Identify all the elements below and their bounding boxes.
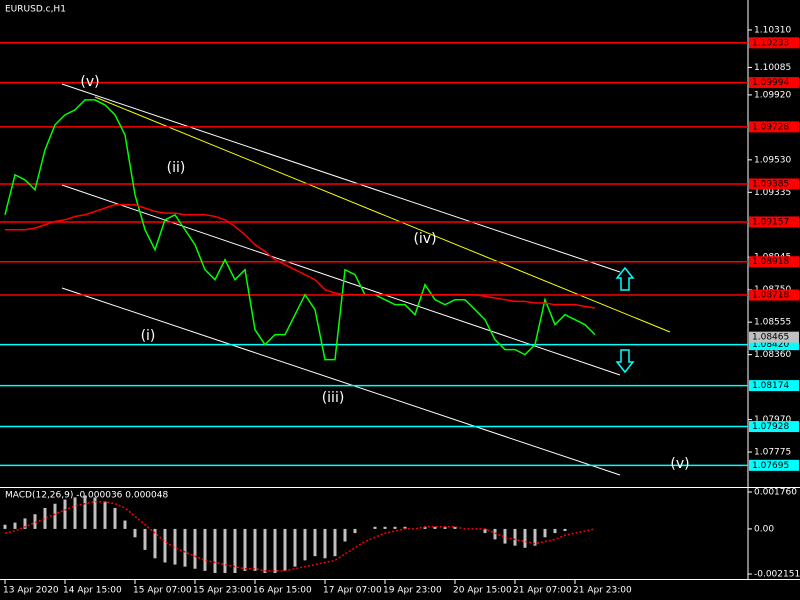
level-label: 1.08918	[752, 257, 789, 267]
macd-title: MACD(12,26,9) -0.000036 0.000048	[5, 491, 168, 501]
level-label: 1.07695	[752, 461, 789, 471]
level-label-box	[749, 339, 799, 351]
down-arrow	[615, 349, 635, 374]
price-line	[4, 99, 596, 361]
level-label-box	[749, 421, 799, 433]
level-label-box	[749, 216, 799, 228]
y-tick-label: 1.09530	[754, 155, 791, 165]
chart-title: EURUSD.c,H1	[5, 5, 66, 15]
wave-label: (v)	[80, 74, 99, 90]
y-tick-label: 1.08360	[754, 350, 791, 360]
level-label-box	[749, 37, 799, 49]
x-tick-label: 20 Apr 15:00	[453, 586, 512, 596]
level-label-box	[749, 459, 799, 471]
macd-signal	[4, 500, 596, 572]
y-tick-label: 1.07970	[754, 415, 791, 425]
x-tick-label: 21 Apr 07:00	[513, 586, 572, 596]
y-tick-label: 1.09920	[754, 90, 791, 100]
moving-average	[5, 204, 596, 309]
level-label: 1.09385	[752, 179, 789, 189]
y-tick-label: 0.00	[754, 524, 774, 534]
level-label: 1.08420	[752, 340, 789, 350]
level-label: 1.09157	[752, 217, 789, 227]
x-tick-label: 17 Apr 07:00	[323, 586, 382, 596]
level-label: 1.08174	[752, 381, 789, 391]
y-tick-label: 1.10310	[754, 25, 791, 35]
wave-label: (iii)	[322, 390, 345, 406]
x-tick-label: 15 Apr 07:00	[133, 586, 192, 596]
level-label-box	[749, 256, 799, 268]
wave-label: (iv)	[413, 231, 436, 247]
trend-line	[61, 184, 621, 376]
y-tick-label: 1.09335	[754, 188, 791, 198]
x-tick-label: 14 Apr 15:00	[63, 586, 122, 596]
y-tick-label: 1.07775	[754, 448, 791, 458]
level-label-box	[749, 178, 799, 190]
x-tick-label: 21 Apr 23:00	[573, 586, 632, 596]
level-label-box	[749, 121, 799, 133]
trend-line	[94, 96, 671, 333]
x-tick-label: 16 Apr 15:00	[253, 586, 312, 596]
trend-line	[61, 287, 621, 476]
level-label: 1.08718	[752, 291, 789, 301]
y-tick-label: 1.10085	[754, 63, 791, 73]
level-label: 1.10233	[752, 38, 789, 48]
current-price-box	[749, 331, 799, 343]
current-price-label: 1.08465	[752, 333, 789, 343]
level-label: 1.09728	[752, 122, 789, 132]
level-label: 1.07928	[752, 422, 789, 432]
wave-label: (v)	[670, 456, 689, 472]
y-tick-label: -0.002151	[754, 570, 800, 580]
level-label-box	[749, 289, 799, 301]
level-label-box	[749, 77, 799, 89]
x-tick-label: 13 Apr 2020	[3, 586, 59, 596]
y-tick-label: 0.001760	[754, 487, 797, 497]
level-label-box	[749, 380, 799, 392]
x-tick-label: 15 Apr 23:00	[193, 586, 252, 596]
up-arrow	[615, 266, 635, 291]
wave-label: (i)	[141, 328, 156, 344]
trend-line	[61, 83, 621, 273]
wave-label: (ii)	[167, 160, 186, 176]
y-tick-label: 1.08555	[754, 318, 791, 328]
x-tick-label: 19 Apr 23:00	[383, 586, 442, 596]
level-label: 1.09994	[752, 78, 789, 88]
